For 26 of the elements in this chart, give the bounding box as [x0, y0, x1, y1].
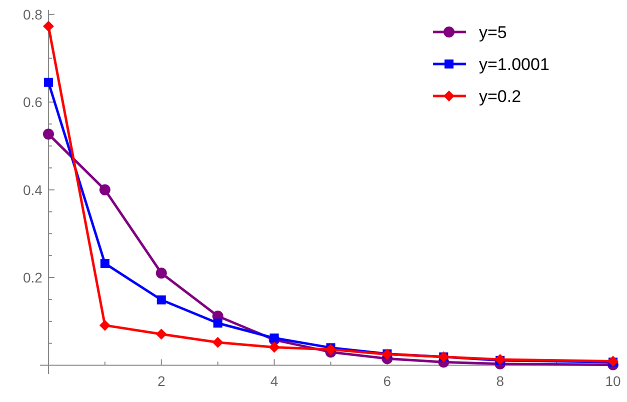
point [100, 258, 110, 268]
point [42, 128, 54, 140]
y-tick-label: 0.6 [23, 94, 43, 110]
point [99, 320, 110, 331]
legend-label: y=1.0001 [479, 55, 550, 74]
point [42, 20, 54, 32]
point [156, 295, 166, 304]
x-tick-label: 2 [157, 373, 166, 390]
point [325, 344, 336, 355]
y-tick-label: 0.2 [23, 270, 43, 286]
point [270, 334, 279, 343]
point [268, 342, 280, 353]
y-tick-label: 0.8 [23, 6, 43, 22]
point [212, 336, 224, 348]
point [213, 318, 222, 328]
x-tick-label: 10 [605, 373, 621, 390]
x-tick-label: 6 [383, 373, 392, 390]
legend-label: y=0.2 [479, 87, 522, 106]
legend-label: y=5 [479, 23, 507, 42]
x-tick-label: 4 [270, 373, 278, 390]
point [99, 184, 110, 196]
point [156, 268, 167, 279]
point [156, 328, 167, 340]
y-tick-label: 0.4 [23, 182, 43, 198]
x-tick-label: 8 [496, 373, 504, 390]
point [44, 78, 53, 87]
